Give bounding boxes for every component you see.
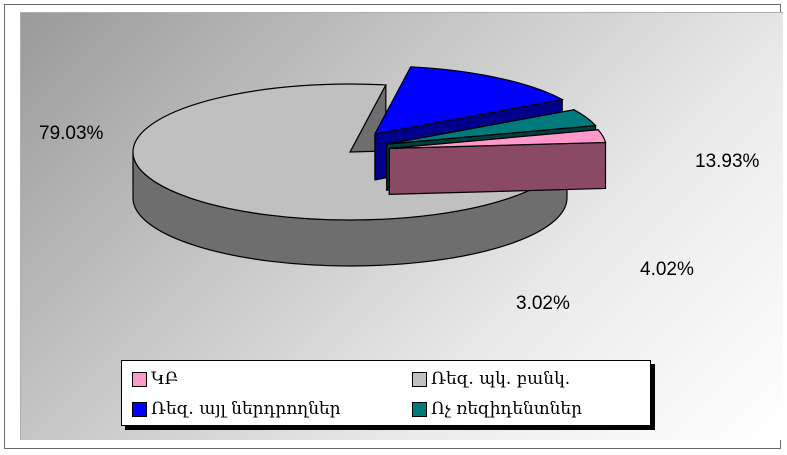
legend-swatch-resident-other xyxy=(132,401,147,417)
slice-3-cut-1 xyxy=(388,141,607,195)
slice-3 xyxy=(388,129,607,196)
slice-1-top xyxy=(373,66,565,135)
slice-label-2: 4.02% xyxy=(640,259,694,280)
legend-item-resident-banks: Ռեզ. պկ. բանկ. xyxy=(412,367,570,391)
slice-label-0: 79.03% xyxy=(39,123,104,144)
slice-label-3: 3.02% xyxy=(516,293,570,314)
slices-layer xyxy=(132,66,607,267)
legend-item-kb: ԿԲ xyxy=(132,367,178,391)
legend-item-resident-other: Ռեզ. այլ ներդրողներ xyxy=(132,397,341,421)
legend-label-non-residents: Ոչ ռեզիդենտներ xyxy=(431,399,583,419)
legend-swatch-kb xyxy=(132,371,147,387)
legend: ԿԲ Ռեզ. պկ. բանկ. Ռեզ. այլ ներդրողներ Ոչ… xyxy=(121,360,651,426)
slice-2-top xyxy=(386,109,597,145)
legend-label-resident-other: Ռեզ. այլ ներդրողներ xyxy=(151,399,341,419)
slice-3-top xyxy=(389,129,607,149)
legend-swatch-resident-banks xyxy=(412,371,427,387)
legend-label-resident-banks: Ռեզ. պկ. բանկ. xyxy=(431,369,571,389)
slice-label-1: 13.93% xyxy=(695,151,760,172)
legend-swatch-non-residents xyxy=(412,401,427,417)
legend-label-kb: ԿԲ xyxy=(151,369,179,389)
legend-item-non-residents: Ոչ ռեզիդենտներ xyxy=(412,397,582,421)
